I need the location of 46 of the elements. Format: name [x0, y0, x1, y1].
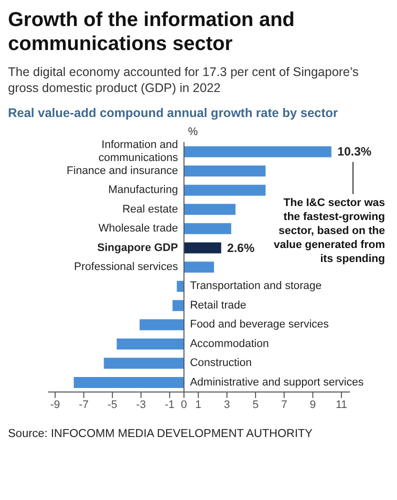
bar — [116, 338, 184, 350]
chart-subtitle: The digital economy accounted for 17.3 per cent of Singapore’s gross domestic product (GDP) in 2022 — [8, 64, 360, 96]
y-tick-label: Administrative and support services — [190, 376, 364, 388]
text: Real value-add compound annual growth rate by sector — [8, 106, 339, 120]
data-label: 10.3% — [337, 144, 372, 159]
x-tick-label: -3 — [136, 398, 146, 411]
bar — [184, 146, 332, 158]
x-tick-label: 5 — [252, 398, 259, 411]
x-tick-label: 0 — [180, 398, 188, 411]
y-tick-label: Singapore GDP — [97, 242, 178, 254]
x-tick-label: 7 — [281, 398, 288, 411]
bar — [184, 165, 266, 176]
bar — [184, 262, 214, 273]
bar — [140, 319, 184, 330]
bar — [184, 184, 266, 196]
y-tick-label: Transportation and storage — [190, 280, 322, 292]
y-tick-label: Manufacturing — [108, 184, 178, 196]
y-tick-label: Information and communications — [98, 139, 178, 164]
bar — [184, 242, 222, 254]
bar — [184, 223, 232, 234]
y-tick-label: Finance and insurance — [66, 164, 178, 177]
x-tick-label: 9 — [310, 398, 316, 411]
bar — [176, 280, 184, 292]
data-label: 2.6% — [227, 240, 255, 255]
x-tick-label: 1 — [195, 398, 202, 411]
x-tick-label: -5 — [108, 398, 118, 411]
x-tick-label: 11 — [336, 398, 348, 411]
y-tick-label: Retail trade — [190, 299, 246, 312]
bar — [172, 300, 184, 312]
x-axis-title: % — [188, 126, 198, 138]
bar — [104, 358, 184, 369]
y-tick-label: Construction — [190, 357, 252, 370]
bar — [74, 377, 184, 388]
annotation: The I&C sector was the fastest-growing sector, based on the value generated from its spending — [272, 196, 385, 266]
x-tick-label: 3 — [224, 398, 230, 411]
source-note: Source: INFOCOMM MEDIA DEVELOPMENT AUTHORITY — [8, 428, 314, 440]
y-tick-label: Real estate — [122, 203, 178, 216]
x-tick-label: -9 — [50, 398, 60, 411]
y-tick-label: Food and beverage services — [190, 318, 330, 331]
chart-title: Growth of the information and communications sector — [8, 8, 296, 56]
x-tick-label: -7 — [78, 398, 89, 411]
y-tick-label: Professional services — [74, 261, 178, 273]
y-tick-label: Wholesale trade — [98, 222, 178, 235]
y-tick-label: Accommodation — [190, 338, 269, 350]
bar — [184, 204, 236, 215]
x-tick-label: -1 — [164, 398, 175, 411]
